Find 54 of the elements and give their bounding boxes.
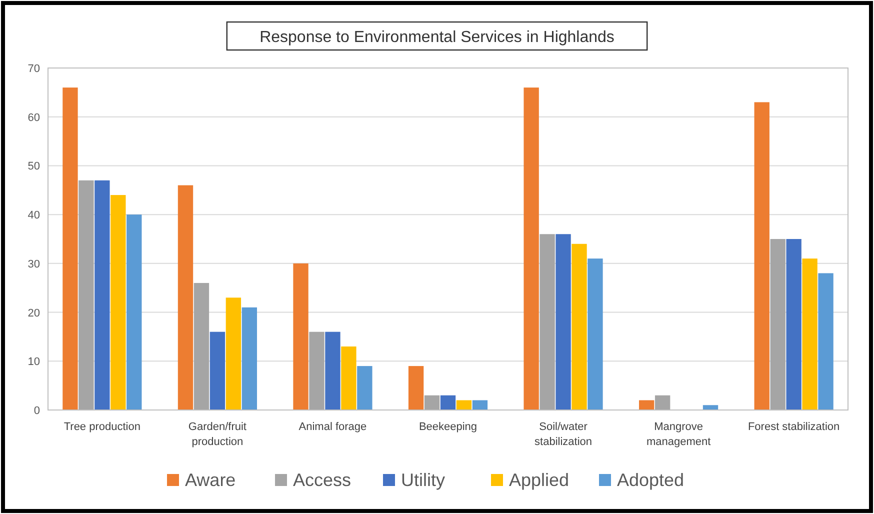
y-tick-label: 20 [28, 307, 40, 320]
bar [408, 366, 424, 410]
bar [110, 195, 126, 410]
bar [94, 180, 110, 410]
y-tick-label: 60 [28, 112, 40, 124]
bar [654, 395, 670, 410]
bar [62, 88, 78, 410]
legend-label: Adopted [617, 470, 684, 490]
bar [754, 102, 770, 410]
bar [325, 332, 340, 410]
bar [226, 298, 242, 410]
x-tick-label: Soil/water stabilization [534, 421, 592, 448]
x-tick-label: Tree production [64, 421, 140, 433]
bar [639, 400, 654, 410]
bar [524, 88, 539, 410]
bar [341, 346, 356, 410]
bar [178, 185, 194, 410]
bar [194, 282, 210, 410]
bar [456, 400, 472, 410]
bar [802, 258, 818, 410]
bar [210, 332, 226, 410]
y-tick-label: 50 [28, 160, 40, 173]
y-tick-label: 10 [28, 356, 40, 368]
chart-title: Response to Environmental Services in Highlands [260, 29, 614, 46]
bar [540, 234, 555, 410]
bar [309, 332, 324, 410]
bar [293, 263, 308, 410]
x-tick-label: Animal forage [298, 421, 367, 433]
y-tick-label: 40 [28, 210, 40, 222]
bar [702, 405, 718, 410]
bar [357, 366, 372, 410]
x-tick-label: Mangrove management [646, 421, 711, 448]
bar [770, 239, 786, 410]
bar [472, 400, 488, 410]
bar [440, 395, 456, 410]
bar [818, 273, 834, 410]
bar [424, 395, 440, 410]
legend-label: Utility [401, 470, 445, 490]
legend-label: Access [293, 470, 352, 490]
bar [786, 239, 802, 410]
bar [126, 214, 142, 410]
x-tick-label: Forest stabilization [748, 421, 840, 433]
bar [556, 234, 571, 410]
bar [572, 244, 587, 410]
legend-label: Aware [185, 470, 236, 490]
y-tick-label: 70 [28, 63, 40, 75]
bar [588, 258, 603, 410]
bar [78, 180, 94, 410]
y-tick-label: 0 [34, 405, 40, 417]
x-tick-label: Beekeeping [418, 421, 478, 433]
x-tick-label: Garden/fruit production [188, 421, 246, 448]
y-tick-label: 30 [28, 258, 40, 270]
legend-label: Applied [509, 470, 570, 490]
bar [242, 307, 257, 410]
